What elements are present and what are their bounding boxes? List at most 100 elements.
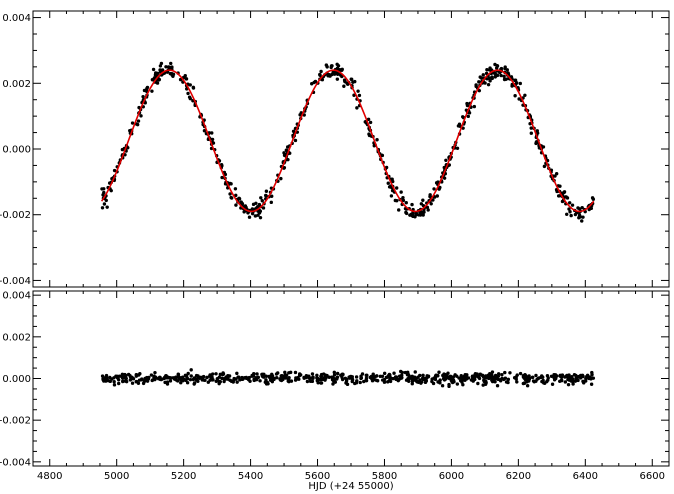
data-point [588,375,592,379]
data-point [227,374,232,378]
data-point [407,379,411,384]
data-point [502,74,506,78]
bottom-panel: 4800 5000 5200 5400 5600 5800 6000 6200 6400 6600… [0,290,670,482]
data-point [505,68,510,72]
y-tick-label: 0.002 [2,332,31,343]
data-point [435,373,440,378]
data-point [274,376,279,380]
data-point [482,379,486,384]
data-point [269,200,273,205]
data-point [447,382,451,387]
data-point [196,374,200,378]
y-tick-label: -0.004 [0,457,31,468]
data-point [435,194,439,198]
data-point [293,138,298,143]
data-point [344,378,349,382]
data-point [210,131,214,135]
data-point [581,215,585,219]
data-point [382,371,387,376]
data-point [112,380,116,384]
data-point [120,372,125,377]
data-point [258,215,263,220]
data-point [359,376,363,381]
data-point [525,384,530,388]
data-point [247,215,252,219]
data-point [168,376,172,380]
data-point [151,67,156,72]
data-point [179,381,183,385]
data-point [524,374,528,378]
data-point [150,89,154,93]
data-point [319,69,323,74]
data-point [375,138,379,142]
data-point [375,374,379,378]
data-point [534,141,538,146]
data-point [431,198,435,202]
data-point [210,372,215,376]
data-point [258,379,262,383]
data-point [559,378,564,382]
data-point [264,193,268,198]
data-point [442,378,447,382]
data-point [364,378,368,383]
data-point [192,381,197,385]
data-point [334,376,339,381]
data-point [234,193,238,198]
x-tick-label: 5400 [238,471,263,482]
data-point [567,201,572,205]
data-point [540,374,544,378]
data-point [183,74,187,78]
data-point [477,80,481,84]
data-point [130,121,135,125]
data-point [206,380,211,384]
data-point [537,376,541,380]
data-point [487,374,492,378]
data-point [142,379,147,384]
data-point [153,71,158,75]
data-point [171,376,175,380]
data-point [419,202,424,206]
data-point [387,185,392,189]
data-point [499,66,504,71]
data-point [541,378,545,383]
data-point [343,79,347,83]
data-point [492,375,496,380]
data-point [421,376,426,381]
data-point [340,375,344,380]
data-point [100,374,105,378]
data-point [100,187,104,191]
data-point [103,378,108,382]
data-point [141,94,145,99]
x-tick-label: 4800 [37,471,62,482]
data-point [112,383,117,387]
data-point [389,194,394,198]
data-point [391,179,395,184]
data-point [566,382,571,387]
data-point [565,212,569,216]
data-point [100,206,105,210]
data-point [481,383,485,387]
data-point [228,192,232,196]
data-point [348,375,352,379]
data-point [214,379,218,383]
data-point [211,141,216,145]
y-tick-label: -0.002 [0,210,31,221]
data-point [495,384,500,388]
data-point [416,380,421,384]
data-point [325,373,329,378]
data-point [305,379,310,384]
data-point [168,379,173,383]
data-point [102,190,106,195]
data-point [472,104,477,109]
data-point [481,73,485,77]
data-point [214,372,218,376]
data-point [202,129,207,133]
data-point [368,120,373,125]
data-point [455,382,460,386]
data-point [466,114,470,119]
data-point [176,372,181,377]
data-point [473,377,477,382]
data-point [394,186,399,190]
data-point [145,85,150,90]
data-point [260,199,264,203]
